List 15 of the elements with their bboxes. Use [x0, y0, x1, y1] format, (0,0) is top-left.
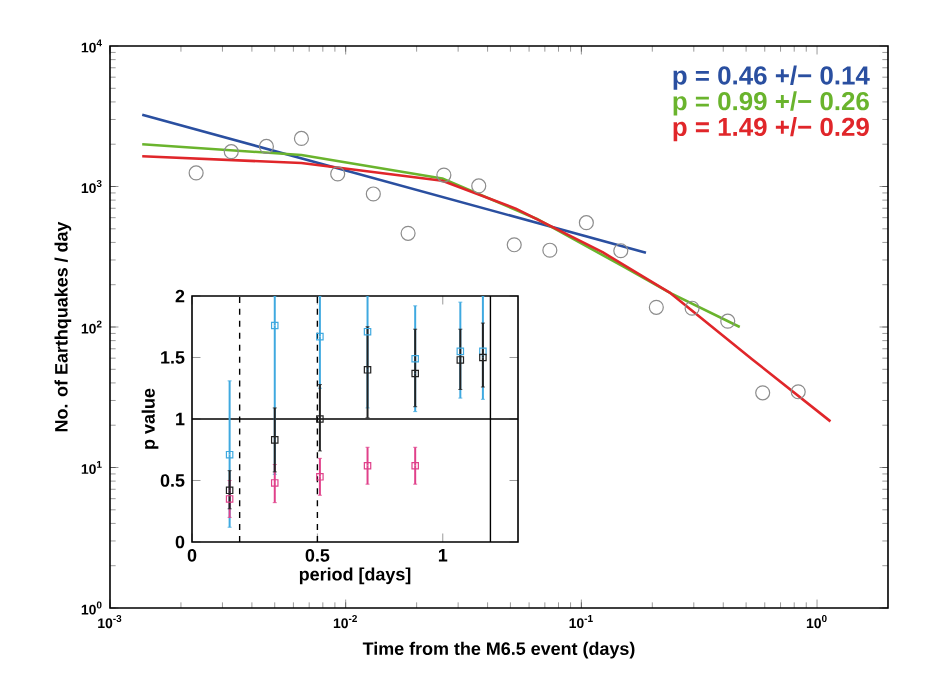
y-tick-label: 1 [176, 412, 185, 426]
x-tick-label: 0 [187, 549, 197, 562]
y-axis-title: No. of Earthquakes / day [54, 221, 72, 432]
y-axis-title: p value [141, 388, 159, 449]
y-tick-label: 1.5 [161, 351, 185, 364]
text: p = 0.46 +/− 0.14 [673, 65, 870, 90]
x-axis-title: period [days] [299, 567, 411, 585]
text: p = 0.99 +/− 0.26 [673, 91, 869, 116]
y-tick-label: 2 [175, 289, 185, 303]
y-tick-label: 0 [175, 535, 185, 549]
x-tick-label: 0.5 [305, 549, 330, 562]
x-axis-title: Time from the M6.5 event (days) [362, 641, 635, 659]
x-tick-label: 1 [438, 549, 448, 562]
y-tick-label: 0.5 [160, 474, 185, 487]
text: p = 1.49 +/− 0.29 [673, 117, 869, 142]
